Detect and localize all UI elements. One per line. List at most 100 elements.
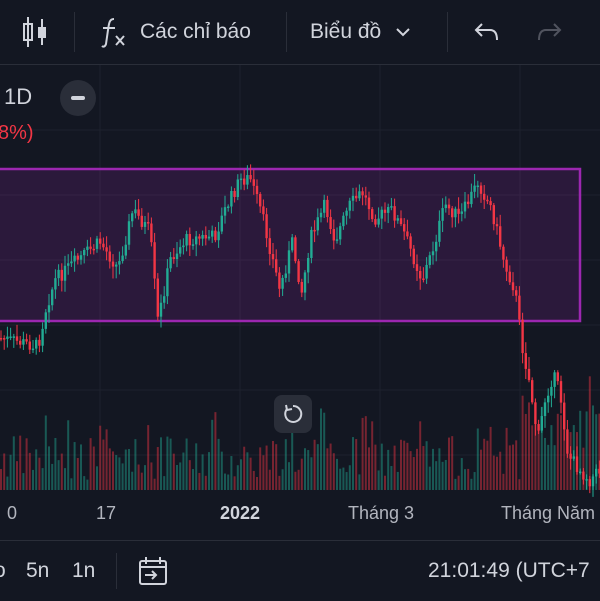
volume-bar bbox=[201, 454, 204, 490]
volume-bar bbox=[502, 473, 505, 490]
candlestick-chart-icon[interactable] bbox=[20, 0, 50, 64]
candle-body bbox=[460, 211, 463, 214]
candle-body bbox=[502, 246, 505, 260]
candle-body bbox=[19, 340, 22, 345]
volume-bar bbox=[195, 443, 198, 490]
volume-bar bbox=[6, 476, 9, 490]
candle-body bbox=[473, 185, 476, 192]
candle-body bbox=[137, 209, 140, 216]
candle-body bbox=[582, 471, 585, 480]
candle-body bbox=[166, 268, 169, 297]
candle-body bbox=[396, 218, 399, 221]
candle-body bbox=[553, 372, 556, 387]
volume-bar bbox=[41, 468, 44, 490]
volume-bar bbox=[182, 452, 185, 490]
candle-body bbox=[486, 199, 489, 202]
candle-body bbox=[403, 224, 406, 232]
candle-body bbox=[319, 212, 323, 218]
volume-bar bbox=[70, 478, 73, 490]
candle-body bbox=[175, 253, 179, 259]
interval-label[interactable]: 1D bbox=[4, 84, 33, 109]
range-1-year-button[interactable]: 1n bbox=[72, 559, 96, 582]
candle-body bbox=[559, 381, 563, 403]
volume-bar bbox=[105, 429, 108, 490]
volume-bar bbox=[342, 467, 345, 490]
candle-body bbox=[134, 209, 137, 214]
reset-chart-button[interactable] bbox=[274, 395, 312, 433]
go-to-date-button[interactable] bbox=[137, 541, 169, 601]
candle-body bbox=[518, 295, 521, 320]
volume-bar bbox=[486, 440, 489, 490]
candle-body bbox=[383, 209, 387, 213]
volume-bar bbox=[550, 425, 553, 490]
candle-body bbox=[550, 386, 553, 396]
volume-bar bbox=[368, 447, 370, 490]
volume-bar bbox=[355, 439, 358, 490]
chevron-down-icon bbox=[396, 28, 410, 37]
candle-body bbox=[89, 246, 92, 249]
candle-body bbox=[207, 236, 211, 239]
volume-bar bbox=[220, 451, 223, 490]
volume-bar bbox=[192, 469, 194, 490]
volume-bar bbox=[179, 462, 182, 490]
volume-bar bbox=[553, 445, 556, 490]
chart-type-dropdown[interactable]: Biểu đồ bbox=[310, 0, 411, 64]
candle-body bbox=[454, 208, 457, 218]
indicators-button[interactable]: Các chỉ báo bbox=[100, 0, 251, 64]
volume-bar bbox=[361, 417, 364, 490]
candle-body bbox=[479, 185, 483, 194]
volume-bar bbox=[358, 474, 361, 490]
volume-bar bbox=[160, 437, 162, 490]
volume-bar bbox=[230, 456, 233, 490]
candle-body bbox=[415, 264, 419, 271]
volume-bar bbox=[208, 452, 210, 490]
candle-body bbox=[6, 336, 9, 339]
volume-bar bbox=[137, 464, 140, 490]
volume-bar bbox=[163, 476, 166, 490]
volume-bar bbox=[22, 473, 25, 490]
candle-body bbox=[511, 282, 515, 291]
candle-body bbox=[47, 305, 51, 313]
volume-bar bbox=[432, 448, 434, 490]
volume-bar bbox=[121, 463, 124, 490]
indicators-label: Các chỉ báo bbox=[140, 20, 251, 43]
volume-bar bbox=[496, 456, 498, 490]
candle-body bbox=[118, 261, 121, 265]
candle-body bbox=[419, 270, 422, 279]
volume-bar bbox=[534, 415, 537, 490]
volume-bar bbox=[300, 458, 303, 490]
volume-bar bbox=[265, 445, 268, 490]
volume-bar bbox=[476, 428, 479, 490]
candle-body bbox=[3, 338, 6, 340]
collapse-legend-button[interactable] bbox=[60, 80, 96, 116]
range-5-years-button[interactable]: 5n bbox=[26, 559, 50, 582]
candle-body bbox=[342, 215, 345, 227]
volume-bar bbox=[377, 470, 380, 490]
candle-body bbox=[108, 251, 111, 262]
candle-body bbox=[220, 215, 223, 232]
candle-body bbox=[124, 244, 127, 256]
candle-body bbox=[300, 281, 303, 293]
volume-bar bbox=[28, 452, 31, 490]
range-button-partial[interactable]: o bbox=[0, 541, 6, 601]
volume-bar bbox=[188, 460, 191, 490]
volume-bar bbox=[547, 444, 550, 490]
volume-bar bbox=[166, 436, 169, 490]
time-zone-clock[interactable]: 21:01:49 (UTC+7 bbox=[428, 559, 590, 582]
volume-bar bbox=[249, 457, 252, 490]
undo-button[interactable] bbox=[472, 0, 500, 64]
volume-bar bbox=[291, 416, 294, 490]
volume-bar bbox=[256, 476, 258, 490]
volume-bar bbox=[297, 469, 300, 490]
volume-bar bbox=[57, 460, 60, 490]
volume-bar bbox=[560, 415, 562, 490]
function-icon bbox=[101, 18, 125, 48]
candle-body bbox=[291, 237, 294, 251]
volume-bar bbox=[323, 412, 326, 490]
price-chart[interactable]: 0 17 2022 Tháng 3 Tháng Năm bbox=[0, 65, 600, 540]
candle-body bbox=[76, 255, 79, 260]
volume-bar bbox=[425, 441, 428, 490]
bottom-toolbar: o 5n 1n 21:01:49 (UTC+7 bbox=[0, 540, 600, 601]
redo-button[interactable] bbox=[536, 0, 564, 64]
volume-bar bbox=[60, 453, 63, 490]
